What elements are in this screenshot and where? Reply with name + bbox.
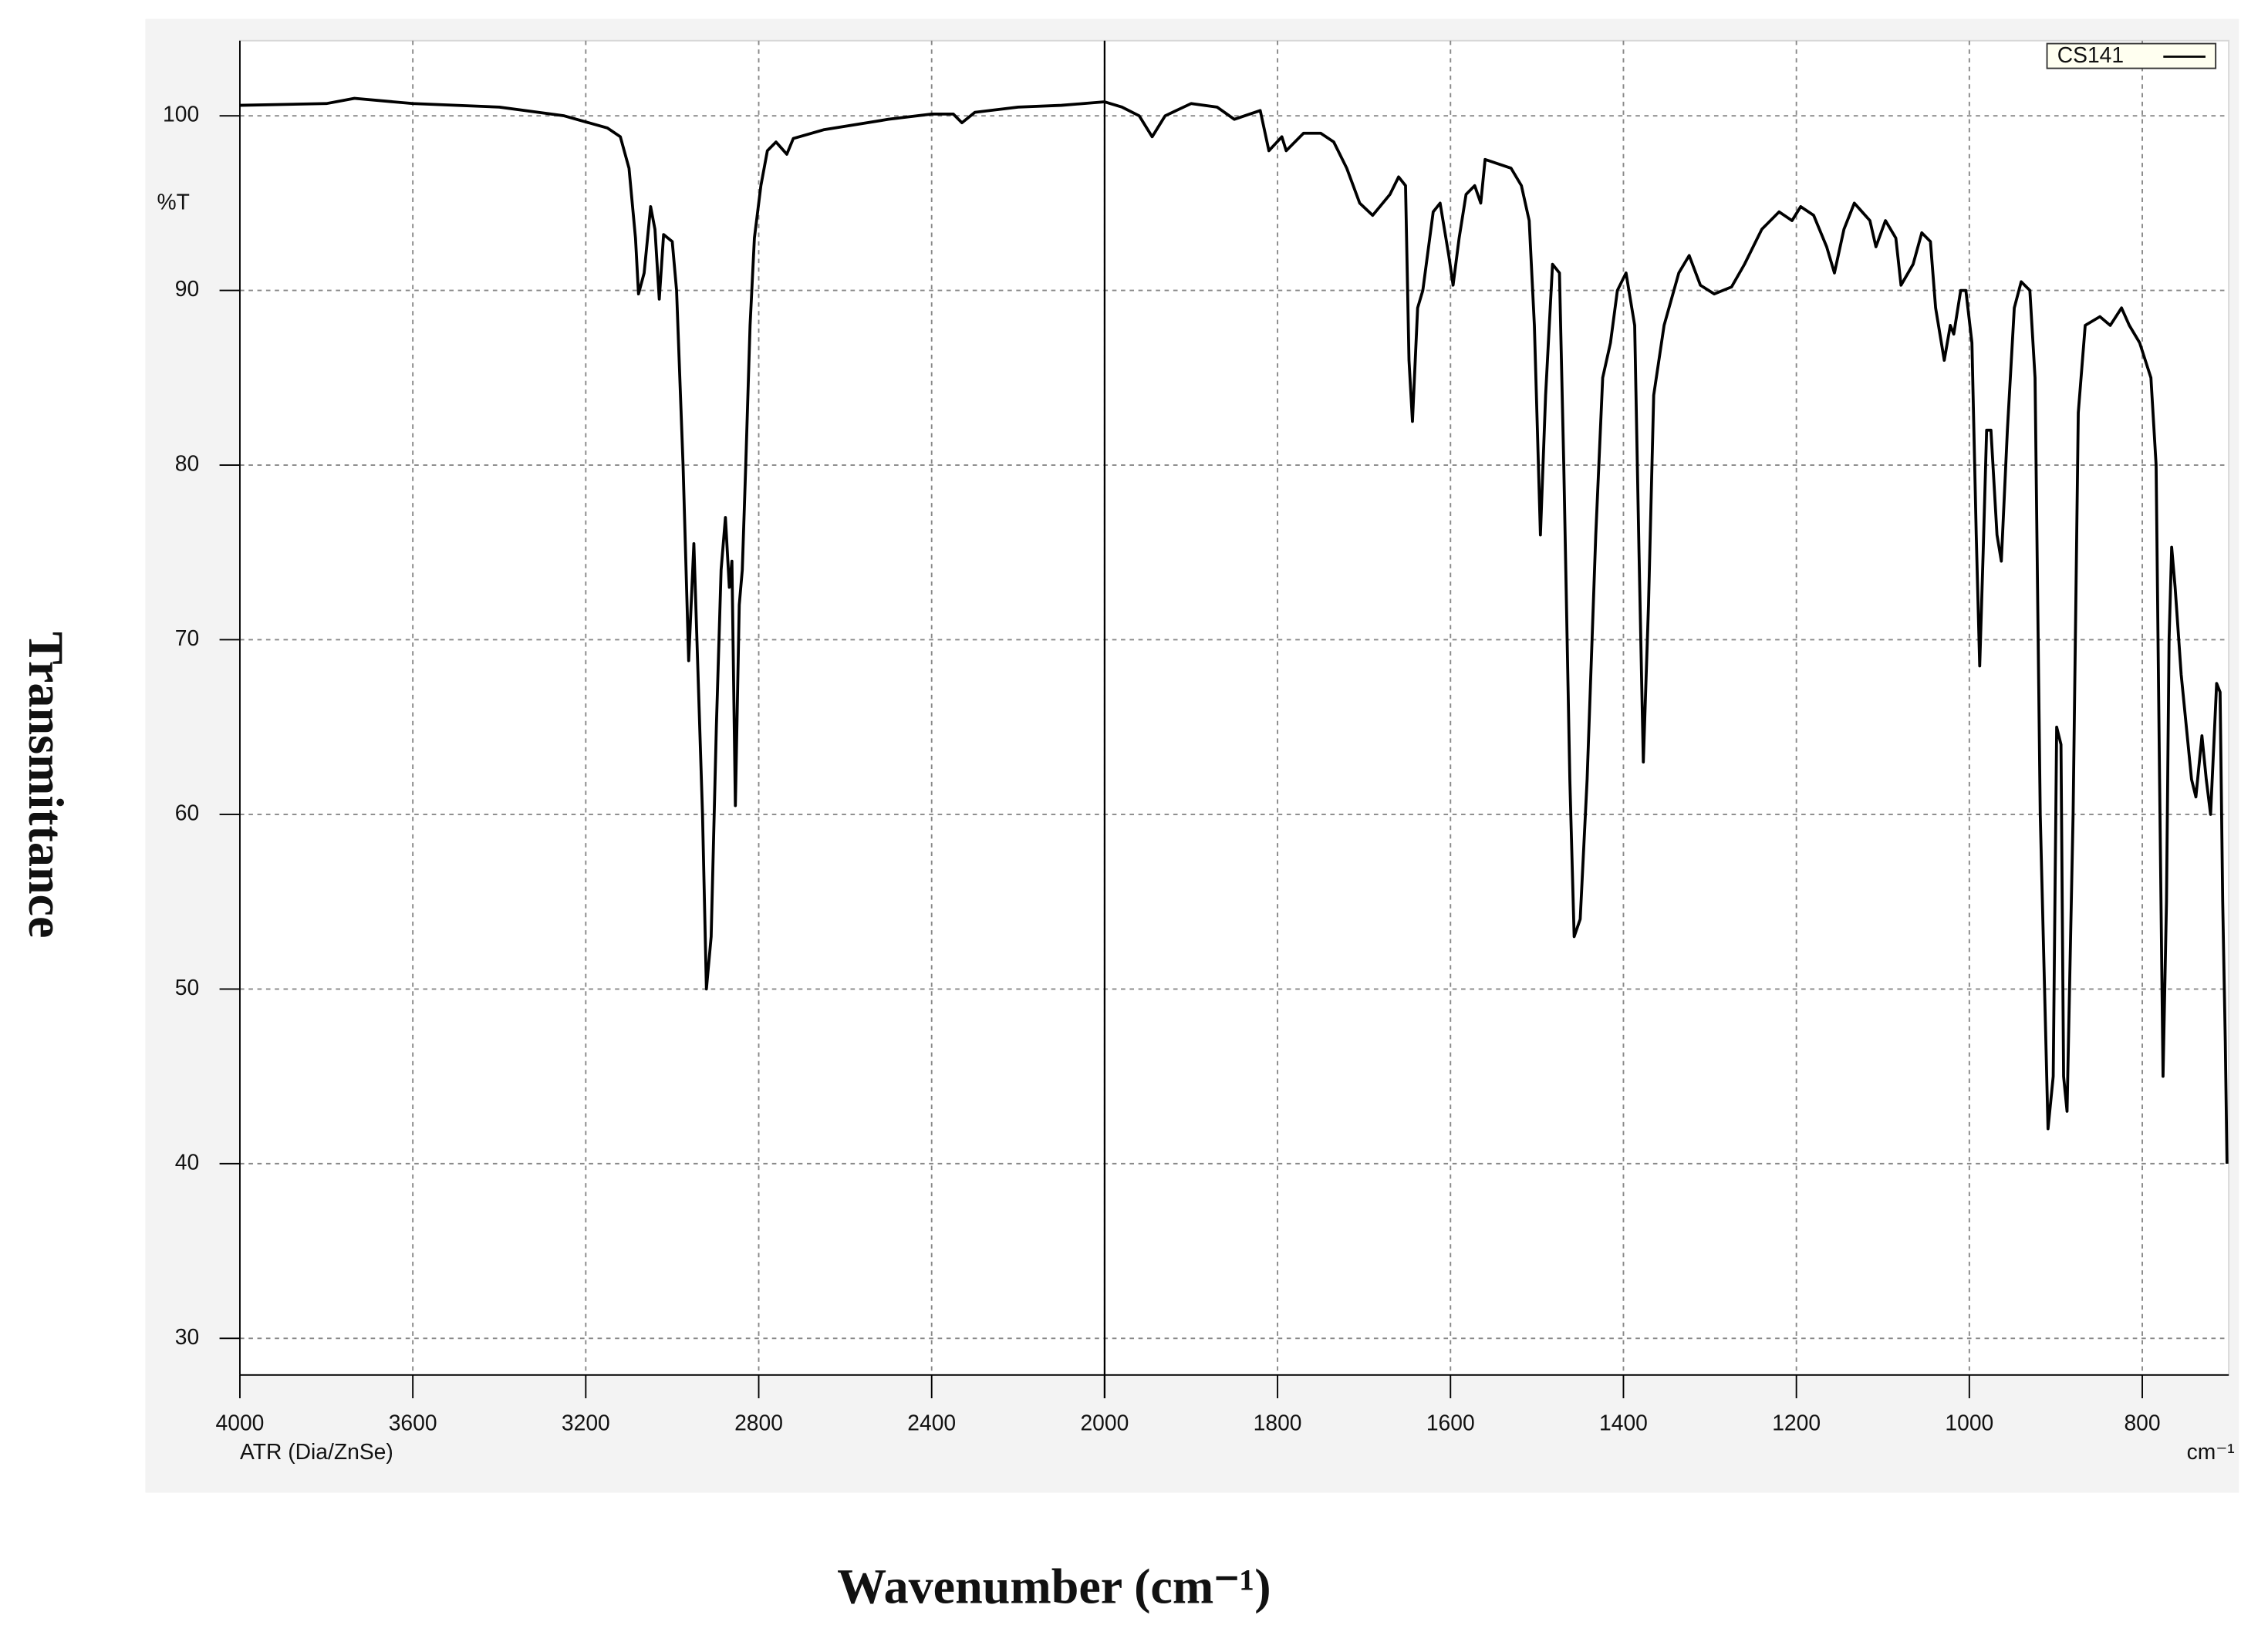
x-axis-title: Wavenumber (cm⁻¹) — [837, 1559, 1271, 1613]
y-unit-label: %T — [157, 189, 190, 214]
y-tick-label: 90 — [175, 276, 199, 301]
y-tick-label: 60 — [175, 800, 199, 824]
y-tick-label: 30 — [175, 1324, 199, 1349]
x-tick-label: 3600 — [389, 1410, 437, 1435]
x-unit-label: cm⁻¹ — [2187, 1439, 2235, 1464]
y-tick-label: 50 — [175, 975, 199, 1000]
x-tick-label: 2800 — [734, 1410, 783, 1435]
y-tick-label: 70 — [175, 625, 199, 650]
x-tick-label: 2400 — [907, 1410, 956, 1435]
x-tick-label: 3200 — [562, 1410, 610, 1435]
x-tick-label: 1000 — [1945, 1410, 1993, 1435]
spectrum-line — [239, 96, 2229, 1164]
x-tick-label: 1800 — [1254, 1410, 1302, 1435]
x-tick-label: 2000 — [1080, 1410, 1129, 1435]
y-tick-label: 40 — [175, 1149, 199, 1174]
x-note: ATR (Dia/ZnSe) — [240, 1439, 393, 1464]
legend-label: CS141 — [2057, 42, 2124, 67]
x-tick-label: 4000 — [216, 1410, 265, 1435]
y-tick-label: 80 — [175, 451, 199, 476]
x-tick-label: 1400 — [1599, 1410, 1648, 1435]
x-tick-label: 800 — [2124, 1410, 2160, 1435]
y-axis-title: Transmittance — [19, 632, 73, 938]
x-tick-label: 1600 — [1426, 1410, 1475, 1435]
x-tick-label: 1200 — [1772, 1410, 1821, 1435]
y-tick-label: 100 — [163, 102, 199, 126]
